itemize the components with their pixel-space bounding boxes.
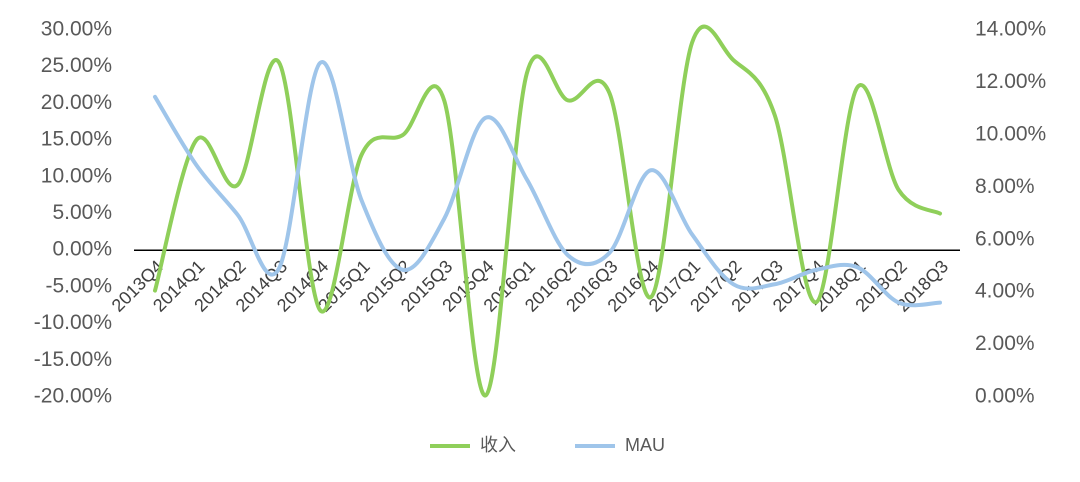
y-tick-label: -10.00% [34, 311, 112, 334]
y-tick-label: 30.00% [41, 18, 112, 41]
y2-tick-label: 8.00% [975, 175, 1035, 198]
legend-label: 收入 [480, 435, 516, 455]
y2-tick-label: 12.00% [975, 70, 1046, 93]
y-tick-label: 0.00% [52, 238, 112, 261]
series-line [153, 60, 942, 308]
y-tick-label: -20.00% [34, 385, 112, 408]
y-tick-label: 15.00% [41, 128, 112, 151]
series-line [153, 24, 942, 398]
y2-tick-label: 14.00% [975, 18, 1046, 41]
y2-tick-label: 2.00% [975, 332, 1035, 355]
y2-tick-label: 10.00% [975, 122, 1046, 145]
y2-tick-label: 4.00% [975, 280, 1035, 303]
y2-tick-label: 6.00% [975, 227, 1035, 250]
y2-tick-label: 0.00% [975, 385, 1035, 408]
y-tick-label: 20.00% [41, 91, 112, 114]
legend-label: MAU [625, 435, 665, 455]
y-tick-label: -5.00% [45, 274, 112, 297]
y-tick-label: 5.00% [52, 201, 112, 224]
y-tick-label: 25.00% [41, 54, 112, 77]
y-tick-label: -15.00% [34, 348, 112, 371]
y-tick-label: 10.00% [41, 164, 112, 187]
